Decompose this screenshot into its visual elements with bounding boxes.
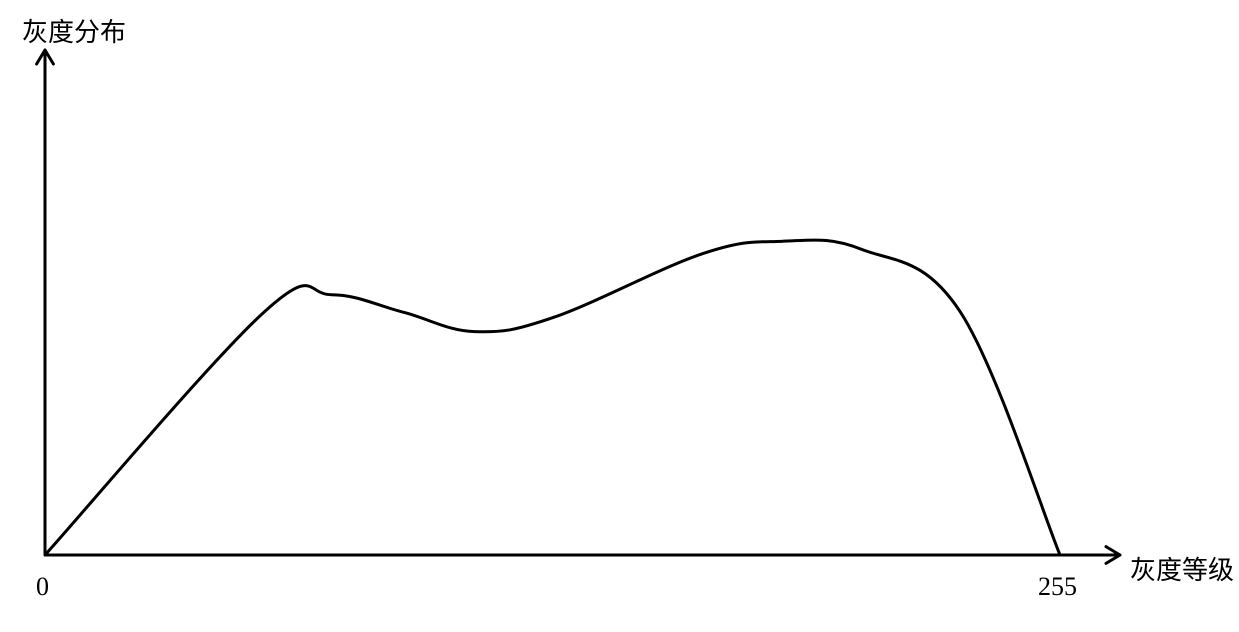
y-axis-label: 灰度分布 xyxy=(22,12,126,49)
x-axis-label: 灰度等级 xyxy=(1130,550,1234,587)
x-tick-255: 255 xyxy=(1038,572,1077,602)
x-tick-0: 0 xyxy=(36,572,49,602)
distribution-curve xyxy=(45,240,1060,555)
grayscale-histogram-chart: 灰度分布 灰度等级 0 255 xyxy=(0,0,1239,632)
chart-svg xyxy=(0,0,1239,632)
